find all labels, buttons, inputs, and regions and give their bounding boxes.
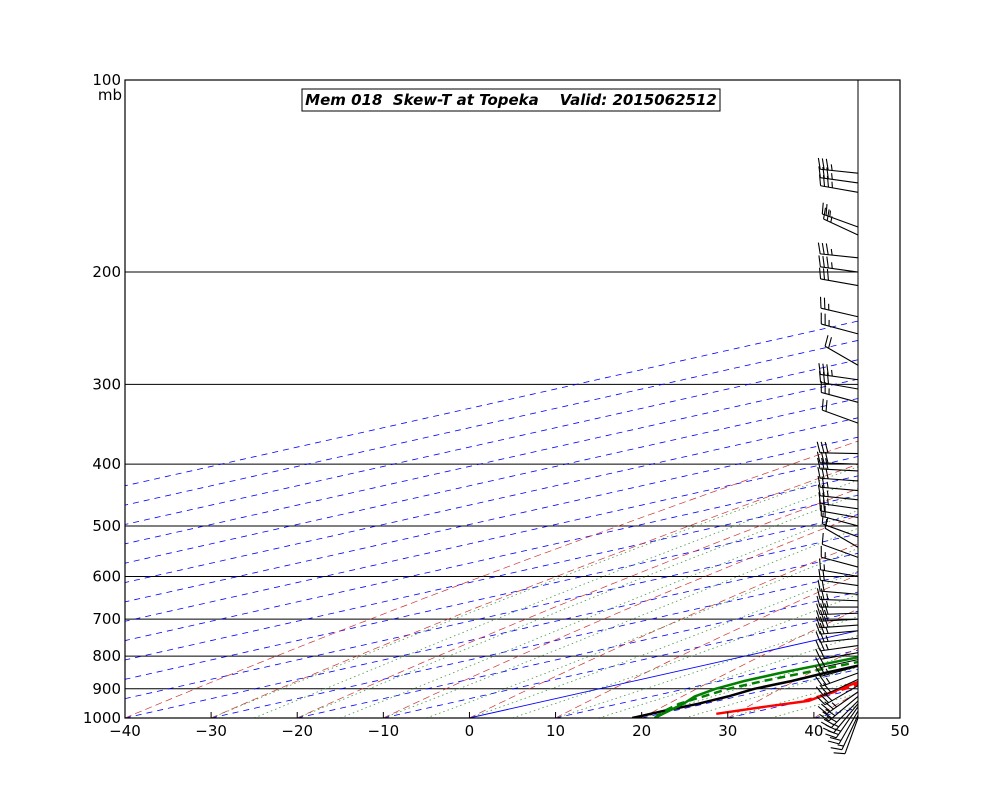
wind-barb-50 xyxy=(818,174,859,193)
wind-barb-45 xyxy=(818,267,859,287)
isotherm--160 xyxy=(125,320,858,487)
wind-barb-52 xyxy=(817,157,859,174)
pressure-tick-label-800: 800 xyxy=(92,647,121,665)
profile-lines xyxy=(631,656,858,718)
moist-adiabat--20 xyxy=(297,494,858,718)
pressure-tick-label-300: 300 xyxy=(92,375,121,393)
series-dewpoint-mean xyxy=(653,660,858,718)
isotherm--90 xyxy=(125,456,858,622)
wind-barb-21 xyxy=(816,588,859,602)
wind-barb-22 xyxy=(817,579,859,595)
wind-barb-19 xyxy=(816,603,859,616)
wind-barb-51 xyxy=(818,166,859,184)
isobar-lines xyxy=(125,271,858,690)
wind-barb-36 xyxy=(816,451,859,465)
moist-adiabat--30 xyxy=(210,466,858,718)
wind-barb-7 xyxy=(817,691,859,715)
dry-adiabat--30 xyxy=(210,463,858,718)
wind-barb-37 xyxy=(816,441,859,455)
wind-barb-41 xyxy=(818,363,859,381)
pressure-tick-label-400: 400 xyxy=(92,455,121,473)
isotherm--30 xyxy=(211,572,858,718)
wind-barb-46 xyxy=(818,255,859,273)
wind-barb-1 xyxy=(830,714,859,751)
pressure-unit-label: mb xyxy=(98,86,122,104)
series-dewpoint xyxy=(654,656,858,718)
pressure-tick-label-500: 500 xyxy=(92,517,121,535)
x-tick-label--30: −30 xyxy=(195,722,227,740)
pressure-tick-label-1000: 1000 xyxy=(83,709,121,727)
wind-barb-18 xyxy=(815,609,859,622)
chart-title: Mem 018 Skew-T at Topeka Valid: 20150625… xyxy=(305,91,717,109)
isotherm--80 xyxy=(125,475,858,642)
isotherm--20 xyxy=(297,591,858,718)
wind-barb-49 xyxy=(821,202,859,228)
isotherm--130 xyxy=(125,378,858,545)
wind-barb-10 xyxy=(815,672,859,687)
chart-title-box: Mem 018 Skew-T at Topeka Valid: 20150625… xyxy=(301,88,721,112)
isotherm--10 xyxy=(383,610,858,718)
wind-barb-47 xyxy=(817,242,859,259)
x-tick-label-20: 20 xyxy=(632,722,651,740)
moist-adiabat--25 xyxy=(254,479,858,718)
pressure-tick-label-700: 700 xyxy=(92,610,121,628)
wind-barb-0 xyxy=(833,717,859,755)
x-tick-label-0: 0 xyxy=(465,722,475,740)
dry-adiabat--20 xyxy=(297,488,858,718)
pressure-tick-label-200: 200 xyxy=(92,263,121,281)
x-tick-label--10: −10 xyxy=(368,722,400,740)
wind-barb-28 xyxy=(821,512,859,538)
pressure-axis-ticks: 100 200 300 400 500 600 700 800 900 1000 xyxy=(83,71,121,727)
wind-barb-15 xyxy=(815,631,859,643)
wind-barb-26 xyxy=(821,532,859,558)
isotherm-lines xyxy=(125,320,858,718)
dry-adiabat--40 xyxy=(125,440,858,718)
plot-frame xyxy=(124,79,901,719)
isotherm--140 xyxy=(125,359,858,525)
x-tick-label-50: 50 xyxy=(890,722,909,740)
x-tick-label--40: −40 xyxy=(109,722,141,740)
moist-adiabat--10 xyxy=(383,527,858,718)
isotherm--150 xyxy=(125,340,858,506)
wind-barb-44 xyxy=(819,296,859,318)
isotherm--40 xyxy=(125,552,858,718)
wind-barb-5 xyxy=(820,700,859,729)
wind-barb-38 xyxy=(821,398,859,424)
wind-barb-31 xyxy=(818,492,859,510)
moist-adiabat-10 xyxy=(555,616,858,718)
wind-barb-8 xyxy=(816,685,859,706)
wind-barb-2 xyxy=(827,710,859,745)
wind-barb-25 xyxy=(820,545,859,568)
wind-barbs xyxy=(815,157,859,755)
isotherm--70 xyxy=(125,494,858,661)
wind-barb-23 xyxy=(818,568,859,587)
x-axis-ticks: −40 −30 −20 −10 0 10 20 30 40 50 xyxy=(109,712,910,740)
wind-barb-35 xyxy=(817,457,859,472)
isotherm--60 xyxy=(125,514,858,680)
dry-adiabat-10 xyxy=(555,574,858,718)
wind-barb-24 xyxy=(818,558,859,578)
pressure-tick-label-900: 900 xyxy=(92,680,121,698)
chart-title-frame xyxy=(301,88,721,112)
isotherm--50 xyxy=(125,533,858,700)
wind-barb-43 xyxy=(820,312,859,335)
x-tick-label-10: 10 xyxy=(546,722,565,740)
pressure-tick-label-100: 100 xyxy=(92,71,121,89)
wind-barb-20 xyxy=(816,595,858,608)
pressure-tick-label-600: 600 xyxy=(92,567,121,585)
x-tick-label-30: 30 xyxy=(718,722,737,740)
x-tick-label--20: −20 xyxy=(281,722,313,740)
wind-barb-17 xyxy=(815,616,859,629)
wind-barb-42 xyxy=(824,335,859,366)
wind-barb-16 xyxy=(815,622,859,635)
moist-adiabat-lines xyxy=(210,466,858,718)
wind-barb-14 xyxy=(815,639,859,652)
isotherm--120 xyxy=(125,398,858,564)
x-tick-label-40: 40 xyxy=(804,722,823,740)
dry-adiabat-0 xyxy=(469,543,858,718)
